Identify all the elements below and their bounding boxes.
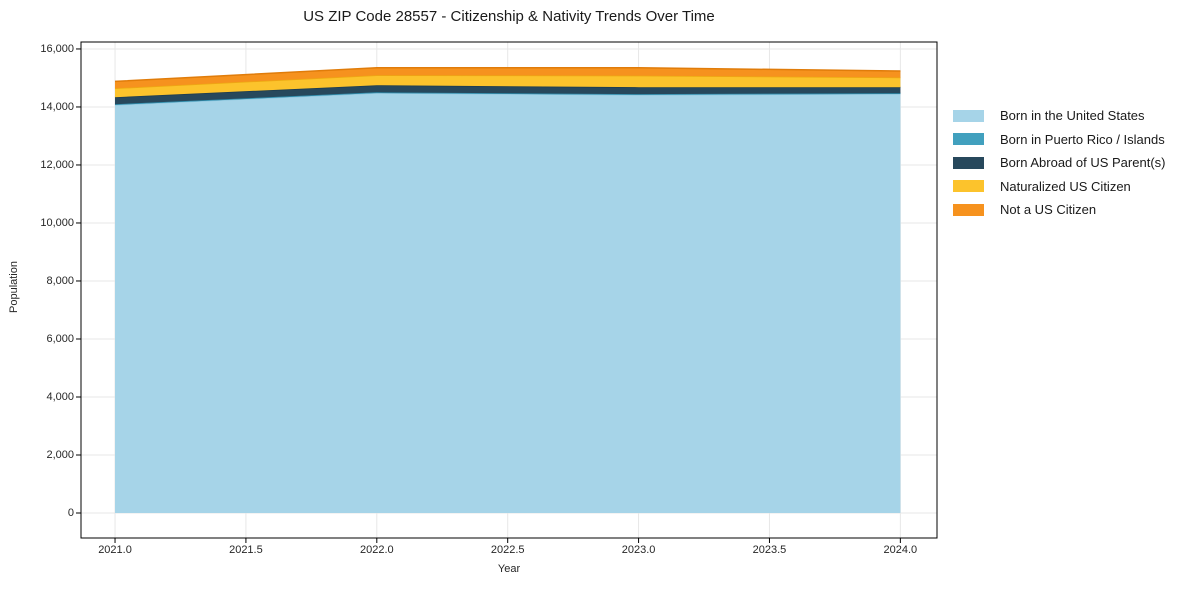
legend-swatch — [953, 180, 984, 193]
x-tick-label: 2024.0 — [883, 544, 918, 556]
x-tick-label: 2022.0 — [359, 544, 394, 556]
legend-item: Born in Puerto Rico / Islands — [953, 128, 1165, 152]
y-tick-label: 16,000 — [40, 42, 74, 55]
y-tick-label: 14,000 — [40, 100, 74, 113]
legend-label: Born in Puerto Rico / Islands — [1000, 131, 1165, 147]
legend-swatch — [953, 133, 984, 146]
legend-label: Born in the United States — [1000, 108, 1145, 124]
legend-label: Not a US Citizen — [1000, 202, 1097, 218]
y-tick-label: 0 — [67, 506, 74, 519]
x-axis-label: Year — [497, 563, 521, 575]
legend-label: Born Abroad of US Parent(s) — [1000, 155, 1166, 171]
area-born-in-the-united-states — [115, 93, 901, 513]
y-tick-label: 2,000 — [46, 448, 74, 461]
x-tick-label: 2023.0 — [621, 544, 656, 556]
y-tick-label: 10,000 — [40, 216, 74, 229]
legend-item: Born in the United States — [953, 104, 1165, 128]
chart-title: US ZIP Code 28557 - Citizenship & Nativi… — [303, 8, 715, 25]
area-born-abroad-of-us-parent-s- — [115, 85, 901, 105]
x-tick-label: 2021.0 — [98, 544, 132, 556]
legend-swatch — [953, 109, 984, 122]
legend: Born in the United States Born in Puerto … — [953, 104, 1165, 222]
y-tick-label: 12,000 — [40, 158, 74, 171]
y-tick-label: 8,000 — [46, 274, 74, 287]
y-tick-label: 4,000 — [46, 390, 74, 403]
legend-swatch — [953, 156, 984, 169]
legend-label: Naturalized US Citizen — [1000, 178, 1131, 194]
x-tick-label: 2021.5 — [229, 544, 263, 556]
area-naturalized-us-citizen — [115, 75, 901, 98]
legend-swatch — [953, 203, 984, 216]
legend-item: Not a US Citizen — [953, 198, 1165, 222]
x-tick-label: 2022.5 — [490, 544, 525, 556]
legend-item: Born Abroad of US Parent(s) — [953, 151, 1165, 175]
y-tick-label: 6,000 — [46, 332, 74, 345]
area-not-a-us-citizen — [115, 67, 901, 89]
area-edge — [114, 67, 901, 83]
plot-border — [80, 41, 938, 539]
legend-item: Naturalized US Citizen — [953, 175, 1165, 199]
x-tick-label: 2023.5 — [752, 544, 787, 556]
